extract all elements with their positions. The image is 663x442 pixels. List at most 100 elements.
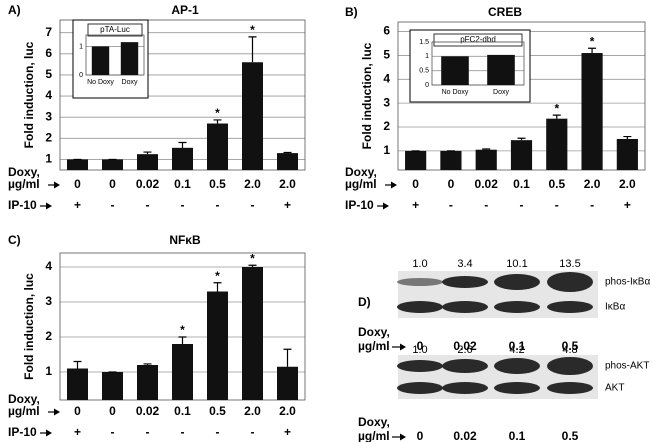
error-bar [73,360,82,369]
y-tick-label: 2 [45,130,52,144]
y-tick-label: 6 [45,46,52,60]
error-bar [623,135,632,139]
significance-star: * [250,251,255,265]
bar [242,62,263,170]
bar [405,150,427,170]
bar [172,344,193,400]
bar [67,159,88,170]
x-tick-label: 0.1 [513,177,530,191]
x-axis-label: Doxy, [358,415,390,429]
x-tick-label: 2.0 [244,177,261,191]
x-tick-label: 2.0 [279,177,296,191]
band [494,274,540,290]
y-tick-label: 2 [45,329,52,343]
error-bar [482,148,491,150]
row-value: - [449,198,453,212]
x-tick-label: 0 [417,339,424,353]
significance-star: * [590,34,595,48]
row-value: - [146,198,150,212]
row-value: - [590,198,594,212]
x-tick-label: 0.02 [453,429,477,442]
x-axis-label: µg/ml [358,429,390,442]
x-axis-label: µg/ml [8,404,40,418]
bar [510,140,533,170]
arrow-head [54,181,60,189]
quantification: 2.6 [457,344,472,356]
row-value: + [284,198,291,212]
x-tick-label: 0 [412,177,419,191]
band [547,357,593,375]
x-tick-label: 0.02 [453,339,477,353]
chart-title: NFκB [169,233,201,247]
x-tick-label: No Doxy [442,89,469,96]
x-tick-label: 0.5 [562,339,579,353]
error-bar [178,141,187,148]
quantification: 1.0 [412,344,427,356]
row-label: IP-10 [345,198,374,212]
inset-title-box [87,23,143,37]
x-tick-label: 2.0 [244,404,261,418]
band [547,272,593,292]
bar [475,149,497,170]
quantification: 1.0 [412,258,427,270]
chart-title: CREB [488,5,522,19]
row-value: - [251,198,255,212]
error-bar [248,36,257,63]
x-axis-label: Doxy, [358,325,390,339]
y-axis-label: Fold induction, luc [22,273,36,380]
plot-frame [431,41,525,86]
arrow-head [391,181,397,189]
y-tick-label: 1 [383,143,390,157]
arrow-head [46,429,52,437]
bar [277,153,298,170]
x-tick-label: 0.1 [509,429,526,442]
quantification: 4.8 [562,344,577,356]
arrow-head [54,408,60,416]
x-tick-label: 0.02 [475,177,499,191]
bar [207,123,228,170]
row-value: - [484,198,488,212]
y-axis-label: Fold induction, luc [360,42,374,149]
x-tick-label: Doxy [122,79,138,86]
x-tick-label: 0.5 [562,429,579,442]
panel-label: B) [345,5,358,19]
bar [546,118,568,170]
x-tick-label: 0.1 [174,404,191,418]
x-tick-label: 2.0 [619,177,636,191]
error-bar [248,264,257,267]
bar [616,138,638,170]
band-label: AKT [605,383,624,394]
row-value: - [520,198,524,212]
row-value: + [74,198,81,212]
y-tick-label: 1 [425,53,429,60]
quantification: 13.5 [559,258,580,270]
band [442,382,488,394]
plot-frame [85,34,145,76]
chart-title: AP-1 [171,3,199,17]
bar [207,291,228,400]
x-tick-label: 0.1 [509,339,526,353]
x-axis-label: Doxy, [8,392,40,406]
row-value: - [111,425,115,439]
x-tick-label: 0 [448,177,455,191]
y-tick-label: 1 [79,43,83,50]
significance-star: * [250,23,255,37]
band [397,301,443,313]
row-value: + [284,425,291,439]
band-label: IκBα [605,302,625,313]
x-tick-label: 0.5 [548,177,565,191]
y-tick-label: 4 [383,71,390,85]
error-bar [283,151,292,154]
x-tick-label: 0 [74,404,81,418]
x-tick-label: 0 [74,177,81,191]
y-tick-label: 4 [45,88,52,102]
error-bar [213,282,222,292]
row-value: - [181,425,185,439]
x-tick-label: 2.0 [279,404,296,418]
band [494,382,540,394]
row-value: + [412,198,419,212]
error-bar [283,348,292,367]
band [442,359,488,373]
y-tick-label: 0 [79,72,83,79]
